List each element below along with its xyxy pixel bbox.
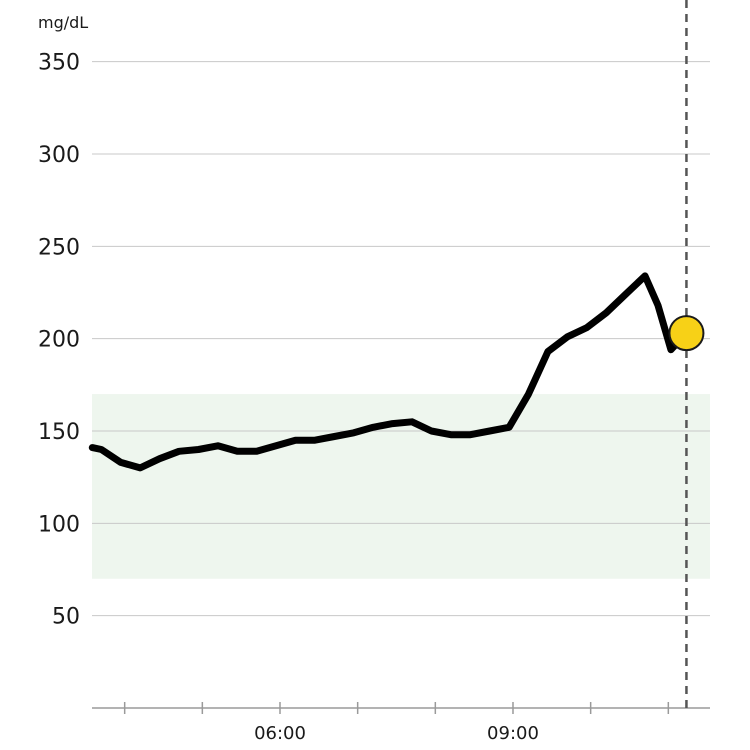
x-tick-label: 06:00 [254,723,306,744]
y-axis-tick-labels: 50 100 150 200 250 300 350 [38,51,80,630]
y-tick-label: 250 [38,235,80,260]
x-tick-label: 09:00 [487,723,539,744]
y-tick-label: 100 [38,512,80,537]
current-reading-dot[interactable] [668,315,705,352]
y-axis-unit-label: mg/dL [38,13,88,32]
x-axis-ticks [123,702,670,714]
y-tick-label: 350 [38,51,80,76]
x-axis-tick-labels: 06:00 09:00 [254,723,539,744]
grid-lines [92,61,710,617]
y-tick-label: 300 [38,143,80,168]
y-tick-label: 50 [52,605,80,630]
glucose-series-line [88,272,690,472]
y-tick-label: 150 [38,420,80,445]
y-tick-label: 200 [38,328,80,353]
